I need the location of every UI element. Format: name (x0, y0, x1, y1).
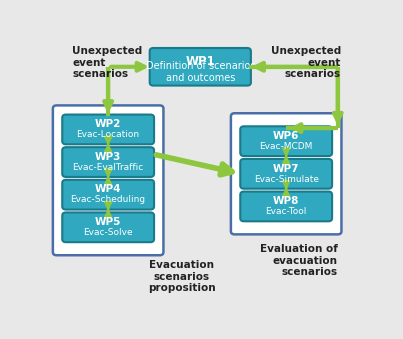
Text: WP3: WP3 (95, 152, 121, 162)
Text: Definition of scenarios
and outcomes: Definition of scenarios and outcomes (145, 61, 255, 83)
FancyBboxPatch shape (53, 105, 164, 255)
FancyBboxPatch shape (62, 147, 154, 177)
Text: Evac-Simulate: Evac-Simulate (253, 175, 319, 183)
FancyBboxPatch shape (62, 213, 154, 242)
Text: Evac-Scheduling: Evac-Scheduling (71, 195, 146, 204)
Text: WP5: WP5 (95, 217, 121, 227)
FancyBboxPatch shape (150, 48, 251, 85)
FancyBboxPatch shape (62, 180, 154, 210)
Text: Evac-MCDM: Evac-MCDM (260, 142, 313, 151)
Text: WP6: WP6 (273, 131, 299, 141)
FancyBboxPatch shape (240, 159, 332, 189)
FancyBboxPatch shape (240, 192, 332, 221)
FancyBboxPatch shape (240, 126, 332, 156)
Text: Evac-EvalTraffic: Evac-EvalTraffic (73, 163, 144, 172)
FancyBboxPatch shape (62, 115, 154, 144)
Text: WP7: WP7 (273, 164, 299, 174)
Text: Evaluation of
evacuation
scenarios: Evaluation of evacuation scenarios (260, 244, 338, 278)
Text: Unexpected
event
scenarios: Unexpected event scenarios (270, 46, 341, 79)
Text: Evac-Location: Evac-Location (77, 130, 140, 139)
Text: Evacuation
scenarios
proposition: Evacuation scenarios proposition (148, 260, 215, 293)
Text: Unexpected
event
scenarios: Unexpected event scenarios (72, 46, 143, 79)
Text: Evac-Solve: Evac-Solve (83, 228, 133, 237)
Text: WP4: WP4 (95, 184, 121, 195)
Text: WP1: WP1 (185, 55, 215, 68)
Text: WP8: WP8 (273, 196, 299, 206)
FancyBboxPatch shape (231, 113, 341, 234)
Text: Evac-Tool: Evac-Tool (266, 207, 307, 216)
Text: WP2: WP2 (95, 119, 121, 129)
